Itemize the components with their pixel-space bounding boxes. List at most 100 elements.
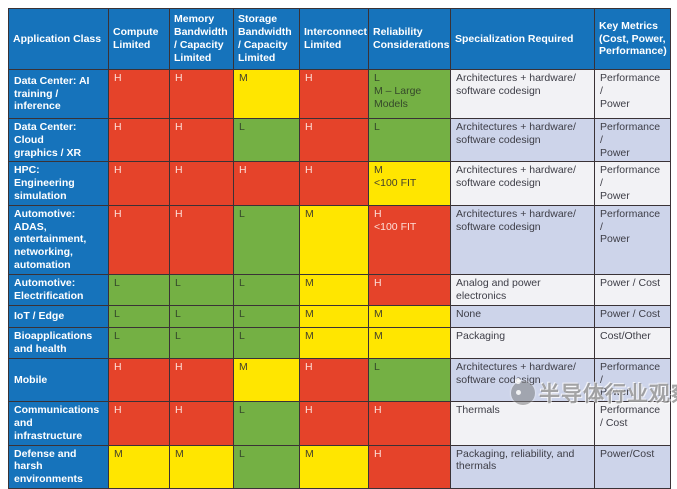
table-row: Data Center: Cloud graphics / XR H H L H L Arc… [8, 117, 671, 163]
rating-cell: H [299, 117, 369, 163]
row-label: Data Center: AI training / inference [8, 69, 109, 119]
rating-cell: M [233, 69, 300, 119]
rating-cell: L [108, 326, 170, 359]
rating-cell: L [233, 444, 300, 489]
rating-cell: L [169, 304, 234, 328]
table-row: Bioapplications and health L L L M M Packaging… [8, 326, 671, 359]
table-row: Defense and harsh environments M M L M H Packa… [8, 444, 671, 489]
key-metrics-cell: Performance / Cost [594, 401, 671, 446]
row-label: Communications and infrastructure [8, 401, 109, 446]
rating-cell: H [169, 401, 234, 446]
key-metrics-cell: Performance / Power [594, 117, 671, 163]
rating-cell: H [169, 69, 234, 119]
specialization-cell: Packaging, reliability, and thermals [450, 444, 595, 489]
specialization-cell: Architectures + hardware/ software codes… [450, 69, 595, 119]
rating-cell: H [108, 357, 170, 403]
column-header: Specialization Required [450, 8, 595, 70]
rating-cell: H [108, 161, 170, 206]
specialization-cell: Architectures + hardware/ software codes… [450, 357, 595, 403]
row-label: Automotive: ADAS, entertainment, network… [8, 204, 109, 275]
rating-cell: L [233, 326, 300, 359]
rating-cell: M [368, 304, 451, 328]
rating-cell: L [233, 204, 300, 275]
table-row: Automotive: ADAS, entertainment, network… [8, 204, 671, 275]
specialization-cell: Architectures + hardware/ software codes… [450, 204, 595, 275]
rating-cell: H [169, 357, 234, 403]
rating-cell: H [368, 444, 451, 489]
rating-cell: M [108, 444, 170, 489]
rating-cell: L [108, 304, 170, 328]
row-label: Bioapplications and health [8, 326, 109, 359]
table-row: Mobile H H M H L Architectures + hardware/ sof… [8, 357, 671, 403]
column-header: Reliability Considerations [368, 8, 451, 70]
specialization-cell: Architectures + hardware/ software codes… [450, 117, 595, 163]
key-metrics-cell: Performance / Power [594, 204, 671, 275]
row-label: Data Center: Cloud graphics / XR [8, 117, 109, 163]
rating-cell: L [233, 401, 300, 446]
rating-cell: L [368, 117, 451, 163]
rating-cell: L [169, 273, 234, 306]
rating-cell: H [233, 161, 300, 206]
row-label: Mobile [8, 357, 109, 403]
table-row: Data Center: AI training / inference H H M H… [8, 69, 671, 119]
key-metrics-cell: Power/Cost [594, 444, 671, 489]
table-row: Communications and infrastructure H H L H H Th… [8, 401, 671, 446]
key-metrics-cell: Performance / Power [594, 69, 671, 119]
header-row: Application Class Compute Limited Memory B… [8, 8, 671, 70]
column-header: Storage Bandwidth / Capacity Limited [233, 8, 300, 70]
rating-cell: M <100 FIT [368, 161, 451, 206]
row-label: HPC: Engineering simulation [8, 161, 109, 206]
rating-cell: L [233, 273, 300, 306]
rating-cell: H [299, 357, 369, 403]
rating-cell: H [108, 204, 170, 275]
rating-cell: L [233, 304, 300, 328]
rating-cell: M [233, 357, 300, 403]
rating-cell: M [299, 304, 369, 328]
column-header: Compute Limited [108, 8, 170, 70]
rating-cell: L [368, 357, 451, 403]
rating-cell: H [108, 401, 170, 446]
rating-cell: M [299, 273, 369, 306]
figure-container: Application Class Compute Limited Memory B… [8, 8, 677, 489]
rating-cell: H [299, 401, 369, 446]
column-header: Key Metrics (Cost, Power, Performance) [594, 8, 671, 70]
rating-cell: L [108, 273, 170, 306]
rating-cell: M [299, 326, 369, 359]
row-label: Defense and harsh environments [8, 444, 109, 489]
specialization-cell: None [450, 304, 595, 328]
rating-cell: L [169, 326, 234, 359]
rating-cell: M [299, 204, 369, 275]
rating-cell: H [169, 117, 234, 163]
rating-cell: M [299, 444, 369, 489]
rating-cell: H [169, 204, 234, 275]
key-metrics-cell: Performance / Power [594, 161, 671, 206]
row-label: IoT / Edge [8, 304, 109, 328]
column-header: Application Class [8, 8, 109, 70]
rating-cell: H [299, 161, 369, 206]
table-row: IoT / Edge L L L M M None Power / Cost [8, 304, 671, 328]
specialization-cell: Analog and power electronics [450, 273, 595, 306]
column-header: Interconnect Limited [299, 8, 369, 70]
row-label: Automotive: Electrification [8, 273, 109, 306]
rating-cell: H [108, 117, 170, 163]
table-row: Automotive: Electrification L L L M H Analog a… [8, 273, 671, 306]
rating-cell: H [169, 161, 234, 206]
rating-cell: M [368, 326, 451, 359]
specialization-cell: Architectures + hardware/ software codes… [450, 161, 595, 206]
rating-cell: H <100 FIT [368, 204, 451, 275]
rating-cell: H [368, 273, 451, 306]
rating-cell: H [368, 401, 451, 446]
rating-cell: L [233, 117, 300, 163]
rating-cell: M [169, 444, 234, 489]
key-metrics-cell: Power / Cost [594, 273, 671, 306]
specialization-cell: Packaging [450, 326, 595, 359]
rating-cell: H [299, 69, 369, 119]
rating-cell: L M – Large Models [368, 69, 451, 119]
table-row: HPC: Engineering simulation H H H H M <100 FI… [8, 161, 671, 206]
application-class-matrix: Application Class Compute Limited Memory B… [8, 8, 671, 489]
rating-cell: H [108, 69, 170, 119]
key-metrics-cell: Power / Cost [594, 304, 671, 328]
column-header: Memory Bandwidth / Capacity Limited [169, 8, 234, 70]
key-metrics-cell: Cost/Other [594, 326, 671, 359]
specialization-cell: Thermals [450, 401, 595, 446]
